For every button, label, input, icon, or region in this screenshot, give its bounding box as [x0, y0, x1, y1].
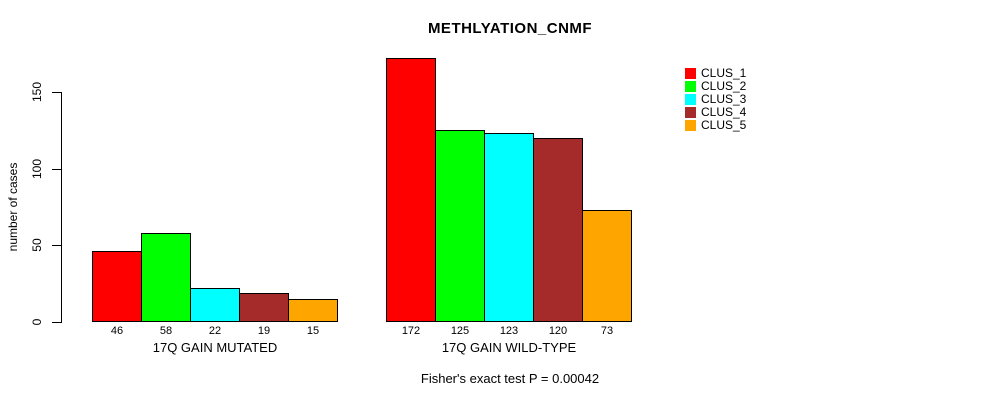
bar-value-label: 172	[401, 325, 421, 337]
y-tick-label: 0	[30, 318, 44, 326]
legend-swatch-clus_5	[685, 120, 696, 131]
category-label: 17Q GAIN MUTATED	[152, 340, 278, 355]
bar-clus_3-group2	[484, 133, 534, 322]
chart-title: METHLYATION_CNMF	[427, 20, 593, 37]
y-tick-mark	[52, 322, 61, 323]
bar-value-label: 73	[600, 325, 614, 337]
bar-clus_3-group1	[190, 288, 240, 322]
legend-label: CLUS_1	[701, 66, 747, 80]
stat-test-caption: Fisher's exact test P = 0.00042	[420, 371, 600, 386]
bar-value-label: 19	[257, 325, 271, 337]
category-label: 17Q GAIN WILD-TYPE	[441, 340, 577, 355]
y-tick-mark	[52, 245, 61, 246]
bar-value-label: 125	[450, 325, 470, 337]
bar-clus_1-group1	[92, 251, 142, 322]
y-tick-label: 50	[30, 238, 44, 252]
y-tick-mark	[52, 92, 61, 93]
y-tick-label: 150	[30, 81, 44, 103]
legend-swatch-clus_3	[685, 94, 696, 105]
bar-clus_1-group2	[386, 58, 436, 322]
bar-value-label: 58	[159, 325, 173, 337]
y-axis-label: number of cases	[6, 162, 20, 252]
bar-clus_2-group2	[435, 130, 485, 322]
bar-clus_5-group1	[288, 299, 338, 322]
y-tick-label: 100	[30, 158, 44, 180]
bar-value-label: 22	[208, 325, 222, 337]
legend-swatch-clus_4	[685, 107, 696, 118]
y-tick-mark	[52, 169, 61, 170]
bar-clus_5-group2	[582, 210, 632, 322]
legend-label: CLUS_5	[701, 118, 747, 132]
legend-swatch-clus_2	[685, 81, 696, 92]
bar-clus_4-group2	[533, 138, 583, 322]
bar-value-label: 123	[499, 325, 519, 337]
legend-label: CLUS_3	[701, 92, 747, 106]
bar-value-label: 15	[306, 325, 320, 337]
bar-clus_4-group1	[239, 293, 289, 322]
legend-label: CLUS_2	[701, 79, 747, 93]
y-axis-line	[61, 92, 62, 323]
bar-clus_2-group1	[141, 233, 191, 322]
bar-value-label: 120	[548, 325, 568, 337]
legend-label: CLUS_4	[701, 105, 747, 119]
bar-value-label: 46	[110, 325, 124, 337]
legend-swatch-clus_1	[685, 68, 696, 79]
